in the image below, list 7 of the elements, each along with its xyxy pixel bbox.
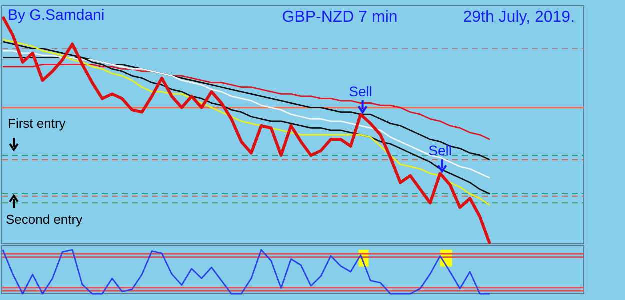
annotation: Sell [428,142,452,159]
chart-title: GBP-NZD 7 min [282,9,398,26]
annotation: Second entry [6,212,84,227]
annotation: By G.Samdani [8,7,105,24]
chart-subtitle: 29th July, 2019. [463,9,575,26]
annotation: Sell [349,84,372,100]
annotation: First entry [8,116,66,131]
